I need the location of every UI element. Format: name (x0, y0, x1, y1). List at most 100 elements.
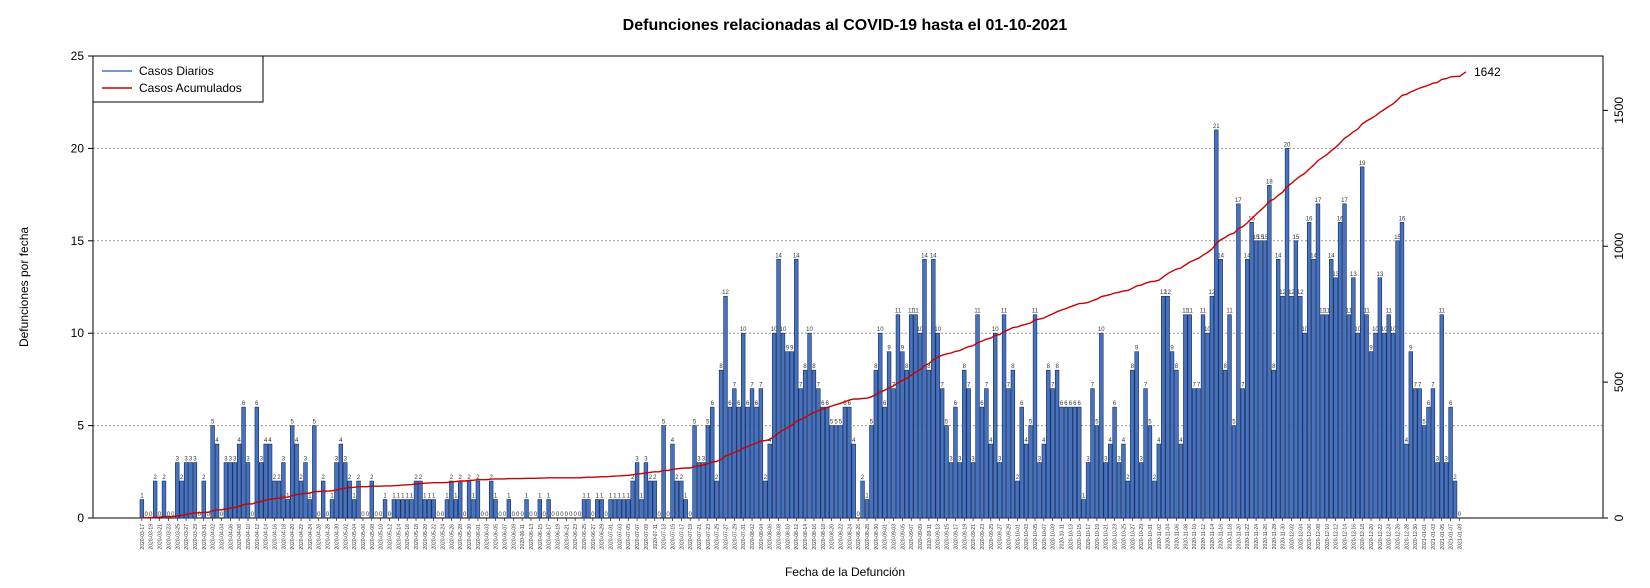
bar-value-label: 5 (830, 420, 834, 426)
bar-value-label: 1 (308, 494, 312, 500)
bar (1125, 480, 1131, 519)
bar (546, 499, 551, 519)
x-tick-label: 2020-12-06 (1307, 524, 1313, 550)
x-tick-label: 2020-05-12 (387, 524, 393, 550)
bar (1050, 388, 1055, 519)
bar (290, 425, 295, 519)
bar (617, 499, 622, 519)
bar (785, 351, 790, 519)
bar-value-label: 0 (220, 512, 224, 518)
bar (581, 499, 587, 519)
bar-value-label: 10 (1354, 327, 1361, 333)
bar (1408, 351, 1414, 519)
x-tick-label: 2020-12-12 (1334, 524, 1340, 550)
bar-value-label: 0 (198, 512, 202, 518)
x-tick-label: 2020-06-03 (485, 524, 491, 550)
bar (820, 406, 825, 519)
bar-value-label: 3 (971, 457, 975, 463)
bar (873, 369, 879, 519)
bar (1161, 295, 1166, 519)
bar (758, 388, 764, 519)
bar-value-label: 7 (1414, 383, 1418, 389)
bar-value-label: 4 (1122, 438, 1126, 444)
bar-value-label: 2 (450, 475, 454, 481)
bar-value-label: 3 (998, 457, 1002, 463)
bar-value-label: 10 (917, 327, 924, 333)
bar-value-label: 6 (1060, 401, 1064, 407)
bar-value-label: 7 (1197, 383, 1201, 389)
bar (612, 499, 618, 519)
bar (1271, 369, 1276, 519)
bar-value-label: 3 (176, 457, 180, 463)
bar-value-label: 2 (467, 475, 471, 481)
bar (444, 499, 450, 519)
bar-value-label: 11 (1439, 309, 1446, 315)
bar (396, 499, 401, 519)
x-tick-label: 2020-04-24 (308, 524, 314, 550)
bar-value-label: 5 (839, 420, 843, 426)
bar-value-label: 2 (357, 475, 361, 481)
x-tick-label: 2020-03-17 (140, 524, 146, 550)
x-tick-label: 2020-09-29 (1006, 524, 1012, 550)
x-tick-label: 2020-03-23 (166, 524, 172, 550)
bar (745, 406, 750, 519)
bar-value-label: 6 (755, 401, 759, 407)
bar (661, 425, 666, 519)
bar (391, 499, 397, 519)
x-tick-label: 2020-07-07 (635, 524, 641, 550)
bar (351, 499, 357, 519)
bar-value-label: 15 (1262, 235, 1269, 241)
x-tick-label: 2020-05-04 (352, 524, 358, 550)
bar-value-label: 6 (242, 401, 246, 407)
x-tick-label: 2020-03-25 (175, 524, 181, 550)
bar-value-label: 6 (954, 401, 958, 407)
bar (422, 499, 428, 519)
bar (1023, 443, 1029, 519)
bar (1306, 222, 1312, 519)
bar (1143, 388, 1148, 519)
bar-value-label: 3 (697, 457, 701, 463)
bar (263, 443, 268, 519)
x-tick-label: 2020-10-11 (1060, 524, 1066, 549)
bar (1435, 462, 1440, 519)
x-tick-label: 2020-07-01 (609, 524, 615, 550)
bar (329, 499, 335, 519)
bar-value-label: 11 (895, 309, 902, 315)
bar-value-label: 16 (1248, 216, 1255, 222)
bar (1010, 369, 1016, 519)
bar-value-label: 0 (171, 512, 175, 518)
bar-value-label: 3 (1436, 457, 1440, 463)
bar-value-label: 13 (1377, 272, 1384, 278)
bar-value-label: 6 (1078, 401, 1082, 407)
x-tick-label: 2020-08-20 (830, 524, 836, 550)
bar (1121, 443, 1126, 519)
bar-value-label: 5 (291, 420, 295, 426)
bar-value-label: 8 (963, 364, 967, 370)
bar-value-label: 9 (1369, 346, 1373, 352)
x-axis-ticks: 2020-03-17 2020-03-19 2020-03-21 2020-03-23… (140, 518, 1463, 550)
bar-value-label: 7 (967, 383, 971, 389)
bar-value-label: 0 (516, 512, 520, 518)
bar-value-label: 8 (905, 364, 909, 370)
bar-value-label: 0 (463, 512, 467, 518)
bar-value-label: 6 (1113, 401, 1117, 407)
x-tick-label: 2020-08-10 (785, 524, 791, 550)
bar-value-label: 5 (211, 420, 215, 426)
x-tick-label: 2020-11-28 (1272, 524, 1278, 549)
bar (1267, 185, 1272, 519)
bar-value-label: 1 (865, 494, 869, 500)
bar (1059, 406, 1064, 519)
bar (1364, 314, 1369, 519)
bar (723, 295, 728, 519)
x-tick-label: 2020-07-11 (653, 524, 659, 549)
bar-value-label: 3 (644, 457, 648, 463)
x-tick-label: 2020-06-13 (529, 524, 535, 550)
bar-value-label: 3 (1139, 457, 1143, 463)
x-tick-label: 2020-12-02 (1289, 524, 1295, 550)
bar-value-label: 4 (852, 438, 856, 444)
bar (343, 462, 348, 519)
bar-value-label: 5 (662, 420, 666, 426)
x-tick-label: 2020-08-26 (856, 524, 862, 550)
bar-value-label: 14 (921, 253, 928, 259)
x-tick-label: 2020-10-23 (1113, 524, 1119, 550)
